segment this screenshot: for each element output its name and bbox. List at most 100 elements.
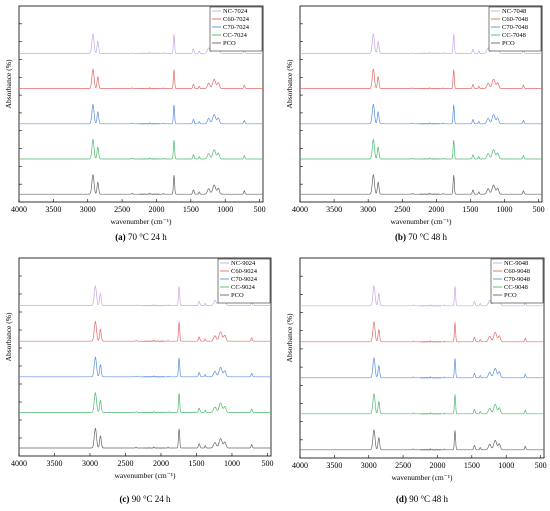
x-tick-label: 2000 bbox=[428, 205, 444, 214]
x-tick-label: 2000 bbox=[148, 205, 164, 214]
legend-entry: PCO bbox=[502, 40, 515, 47]
legend-entry: NC-9048 bbox=[504, 260, 528, 267]
legend-entry: PCO bbox=[223, 40, 236, 47]
x-tick-label: 2500 bbox=[395, 461, 411, 470]
x-tick-label: 1500 bbox=[188, 459, 204, 468]
x-tick-label: 4000 bbox=[11, 459, 27, 468]
spectrum-line-cc-9024 bbox=[19, 391, 271, 414]
plot-frame bbox=[299, 5, 543, 203]
x-tick-label: 3500 bbox=[326, 205, 342, 214]
caption-letter: (b) bbox=[395, 232, 406, 242]
x-tick-label: 500 bbox=[261, 459, 273, 468]
spectrum-line-c70-7024 bbox=[19, 103, 263, 125]
legend-entry: C70-7024 bbox=[223, 24, 250, 31]
spectrum-line-pco bbox=[300, 173, 542, 196]
x-tick-label: 4000 bbox=[292, 461, 308, 470]
x-tick-label: 1000 bbox=[217, 205, 233, 214]
legend-entry: CC-9024 bbox=[231, 284, 256, 291]
x-axis-label: wavenumber (cm⁻¹) bbox=[391, 217, 452, 226]
legend-entry: NC-9024 bbox=[231, 260, 256, 267]
legend bbox=[490, 258, 544, 304]
legend-entry: NC-7048 bbox=[502, 8, 526, 15]
legend-entry: PCO bbox=[504, 292, 517, 299]
x-tick-label: 3000 bbox=[361, 461, 377, 470]
panel-caption: (d) 90 °C 48 h bbox=[396, 494, 449, 504]
x-tick-label: 3000 bbox=[360, 205, 376, 214]
legend-entry: C60-7048 bbox=[502, 16, 528, 23]
x-tick-label: 1500 bbox=[464, 461, 480, 470]
legend-entry: C60-9024 bbox=[231, 268, 258, 275]
legend-entry: C70-9024 bbox=[231, 276, 258, 283]
plot-frame bbox=[18, 5, 264, 203]
spectrum-line-nc-9024 bbox=[19, 285, 271, 307]
caption-text: 90 °C 24 h bbox=[129, 494, 171, 504]
x-tick-label: 1000 bbox=[497, 205, 513, 214]
x-tick-label: 2000 bbox=[429, 461, 445, 470]
plot-frame bbox=[18, 257, 272, 457]
legend-entry: CC-7024 bbox=[223, 32, 248, 39]
legend-entry: PCO bbox=[231, 292, 244, 299]
x-tick-label: 3000 bbox=[80, 205, 96, 214]
x-tick-label: 1000 bbox=[498, 461, 514, 470]
spectrum-line-cc-9048 bbox=[300, 393, 544, 415]
spectrum-line-cc-7048 bbox=[300, 138, 542, 160]
x-tick-label: 500 bbox=[533, 205, 545, 214]
x-axis-label: wavenumber (cm⁻¹) bbox=[111, 217, 172, 226]
spectrum-line-pco bbox=[300, 429, 544, 451]
caption-letter: (c) bbox=[119, 494, 129, 504]
legend-entry: CC-7048 bbox=[502, 32, 526, 39]
chart-panel-2: 4000 3500 3000 2500 2000 1500 1000 500 wavenumbe… bbox=[4, 257, 273, 504]
y-axis-label: Absorbance (%) bbox=[4, 59, 13, 108]
x-tick-label: 1500 bbox=[183, 205, 199, 214]
spectrum-line-pco bbox=[19, 173, 263, 196]
x-tick-label: 1000 bbox=[224, 459, 240, 468]
x-tick-label: 2000 bbox=[153, 459, 169, 468]
legend bbox=[217, 258, 271, 304]
spectrum-line-c60-9048 bbox=[300, 321, 544, 343]
x-tick-label: 3500 bbox=[326, 461, 342, 470]
x-tick-label: 3500 bbox=[45, 205, 61, 214]
spectrum-line-c70-9048 bbox=[300, 357, 544, 379]
x-tick-label: 2500 bbox=[114, 205, 130, 214]
x-axis-label: wavenumber (cm⁻¹) bbox=[115, 471, 176, 480]
legend-entry: C70-9048 bbox=[504, 276, 530, 283]
caption-letter: (a) bbox=[115, 232, 126, 242]
chart-panel-1: 4000 3500 3000 2500 2000 1500 1000 500 wavenumbe… bbox=[285, 5, 545, 242]
panel-caption: (c) 90 °C 24 h bbox=[119, 494, 171, 504]
panel-caption: (a) 70 °C 24 h bbox=[115, 232, 167, 242]
x-tick-label: 3500 bbox=[46, 459, 62, 468]
spectrum-line-nc-7024 bbox=[19, 33, 263, 55]
legend-entry: NC-7024 bbox=[223, 8, 248, 15]
spectrum-line-cc-7024 bbox=[19, 138, 263, 160]
x-tick-label: 500 bbox=[254, 205, 266, 214]
spectrum-line-c60-7048 bbox=[300, 68, 542, 90]
x-tick-label: 500 bbox=[535, 461, 547, 470]
y-axis-label: Absorbance (%) bbox=[4, 312, 13, 361]
chart-panel-0: 4000 3500 3000 2500 2000 1500 1000 500 wavenumbe… bbox=[4, 5, 266, 242]
legend-entry: C60-7024 bbox=[223, 16, 250, 23]
spectrum-line-nc-7048 bbox=[300, 33, 542, 55]
spectrum-line-c70-9024 bbox=[19, 356, 271, 378]
x-tick-label: 2500 bbox=[394, 205, 410, 214]
panel-caption: (b) 70 °C 48 h bbox=[395, 232, 448, 242]
caption-text: 90 °C 48 h bbox=[407, 494, 449, 504]
legend-entry: CC-9048 bbox=[504, 284, 528, 291]
spectrum-line-nc-9048 bbox=[300, 285, 544, 307]
legend bbox=[209, 6, 263, 52]
x-tick-label: 2500 bbox=[117, 459, 133, 468]
legend bbox=[488, 6, 542, 52]
spectrum-line-c70-7048 bbox=[300, 103, 542, 125]
y-axis-label: Absorbance (%) bbox=[285, 59, 294, 108]
x-tick-label: 3000 bbox=[82, 459, 98, 468]
x-tick-label: 4000 bbox=[11, 205, 27, 214]
caption-text: 70 °C 24 h bbox=[126, 232, 168, 242]
caption-text: 70 °C 48 h bbox=[406, 232, 448, 242]
spectrum-line-c60-9024 bbox=[19, 320, 271, 343]
legend-entry: C60-9048 bbox=[504, 268, 530, 275]
spectrum-line-c60-7024 bbox=[19, 68, 263, 90]
x-tick-label: 4000 bbox=[292, 205, 308, 214]
spectrum-line-pco bbox=[19, 427, 271, 449]
x-axis-label: wavenumber (cm⁻¹) bbox=[392, 473, 453, 482]
chart-panel-3: 4000 3500 3000 2500 2000 1500 1000 500 wavenumbe… bbox=[285, 257, 547, 504]
